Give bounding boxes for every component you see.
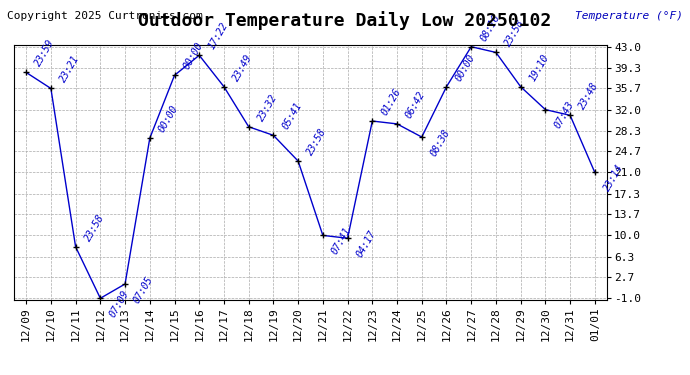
Text: 23:49: 23:49 [231,52,254,82]
Text: 00:00: 00:00 [157,104,180,134]
Text: 06:42: 06:42 [404,89,427,120]
Text: 23:32: 23:32 [255,92,279,123]
Text: 08:38: 08:38 [428,128,452,158]
Text: 07:09: 07:09 [107,289,130,319]
Text: Copyright 2025 Curtronics.com: Copyright 2025 Curtronics.com [7,11,203,21]
Text: 05:41: 05:41 [280,101,304,131]
Text: 23:48: 23:48 [577,81,600,111]
Text: Outdoor Temperature Daily Low 20250102: Outdoor Temperature Daily Low 20250102 [139,11,551,30]
Text: 07:43: 07:43 [552,100,575,130]
Text: 23:14: 23:14 [602,163,625,194]
Text: Temperature (°F): Temperature (°F) [575,11,683,21]
Text: 04:17: 04:17 [355,229,378,259]
Text: 07:41: 07:41 [330,226,353,256]
Text: 23:58: 23:58 [83,212,106,243]
Text: 07:05: 07:05 [132,274,155,305]
Text: 01:26: 01:26 [380,86,402,117]
Text: 00:00: 00:00 [181,41,205,71]
Text: 23:59: 23:59 [33,38,57,68]
Text: 23:21: 23:21 [58,54,81,84]
Text: 00:00: 00:00 [453,52,477,82]
Text: 23:58: 23:58 [305,126,328,157]
Text: 19:10: 19:10 [528,52,551,82]
Text: 17:22: 17:22 [206,21,230,51]
Text: 23:58: 23:58 [503,18,526,48]
Text: 08:16: 08:16 [478,12,502,42]
